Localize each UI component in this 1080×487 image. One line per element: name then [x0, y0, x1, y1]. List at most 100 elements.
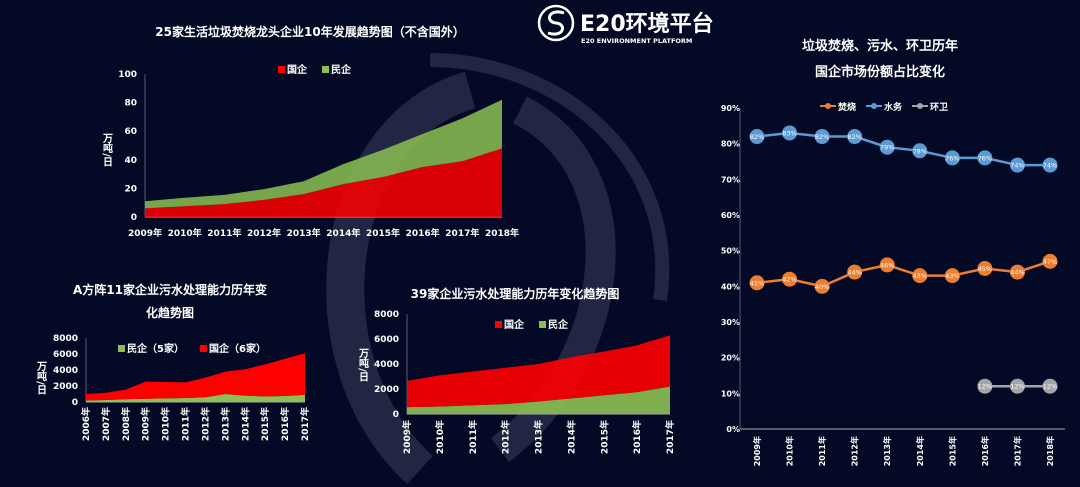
x-tick-label: 2014年	[326, 227, 360, 239]
area-private	[145, 99, 502, 209]
legend-label: 焚烧	[837, 101, 856, 113]
x-tick-label: 2011年	[180, 407, 192, 441]
x-tick-label: 2012年	[500, 420, 512, 454]
legend-swatch	[322, 66, 329, 73]
data-point	[1042, 157, 1058, 173]
y-tick-label: 10%	[721, 389, 740, 398]
x-tick-label: 2014年	[239, 407, 251, 441]
legend-label: 国企	[287, 63, 308, 76]
logo-text: E20环境平台	[580, 11, 714, 37]
area-private	[86, 394, 305, 402]
y-axis-label: 万吨/日	[35, 361, 48, 396]
x-tick-label: 2018年	[1045, 436, 1055, 466]
data-label: 43%	[945, 272, 959, 280]
y-tick-label: 50%	[721, 247, 740, 256]
x-tick-label: 2010年	[168, 227, 202, 239]
chart-title: 25家生活垃圾焚烧龙头企业10年发展趋势图（不含国外）	[155, 24, 464, 39]
x-tick-label: 2011年	[467, 420, 479, 454]
data-label: 76%	[978, 154, 992, 162]
y-tick-label: 2000	[374, 385, 399, 395]
data-label: 12%	[1010, 383, 1024, 391]
y-axis-label: 万吨/日	[357, 348, 370, 383]
data-label: 46%	[880, 261, 894, 269]
x-tick-label: 2010年	[160, 407, 172, 441]
x-tick-label: 2012年	[850, 436, 860, 466]
area-private	[407, 386, 670, 414]
y-tick-label: 20	[124, 184, 137, 194]
data-point	[749, 275, 765, 291]
x-tick-label: 2015年	[366, 227, 400, 239]
y-tick-label: 4000	[53, 366, 78, 376]
x-tick-label: 2007年	[100, 407, 112, 441]
data-point	[879, 257, 895, 273]
y-axis-label: 万吨/日	[101, 133, 114, 168]
y-tick-label: 6000	[53, 350, 78, 360]
data-label: 40%	[815, 283, 829, 291]
y-tick-label: 70%	[721, 175, 740, 184]
y-tick-label: 80%	[721, 140, 740, 149]
logo-s-icon	[547, 10, 565, 36]
x-tick-label: 2011年	[207, 227, 241, 239]
legend-swatch	[118, 345, 125, 352]
y-tick-label: 60%	[721, 211, 740, 220]
data-point	[1042, 253, 1058, 269]
data-point	[847, 129, 863, 145]
data-label: 76%	[945, 154, 959, 162]
logo-subtitle: E20 ENVIRONMENT PLATFORM	[581, 37, 692, 45]
legend-label: 环卫	[930, 102, 948, 113]
data-label: 44%	[1010, 269, 1024, 277]
data-point	[1009, 157, 1025, 173]
x-tick-label: 2017年	[1012, 436, 1022, 466]
data-point	[749, 129, 765, 145]
x-tick-label: 2008年	[120, 407, 132, 441]
data-point	[977, 150, 993, 166]
data-point	[1009, 264, 1025, 280]
data-point	[977, 378, 993, 394]
area-state	[407, 335, 670, 408]
x-tick-label: 2013年	[882, 436, 892, 466]
x-tick-label: 2016年	[406, 227, 440, 239]
data-label: 79%	[880, 144, 894, 152]
x-tick-label: 2010年	[434, 420, 446, 454]
logo: E20环境平台 E20 ENVIRONMENT PLATFORM	[537, 4, 714, 45]
y-tick-label: 8000	[53, 334, 78, 344]
x-tick-label: 2010年	[785, 436, 795, 466]
chart-title: A方阵11家企业污水处理能力历年变	[73, 282, 267, 297]
data-label: 12%	[1043, 383, 1057, 391]
area-state	[86, 353, 305, 401]
legend-label: 民企	[548, 318, 569, 331]
data-point	[814, 278, 830, 294]
x-tick-label: 2013年	[287, 227, 321, 239]
y-tick-label: 20%	[721, 354, 740, 363]
x-tick-label: 2009年	[752, 436, 762, 466]
y-tick-label: 30%	[721, 318, 740, 327]
y-tick-label: 2000	[53, 382, 78, 392]
y-tick-label: 0	[393, 410, 399, 420]
x-tick-label: 2016年	[980, 436, 990, 466]
data-label: 41%	[750, 279, 764, 287]
legend-swatch	[495, 321, 502, 328]
chart-39-enterprises-water-capacity: 39家企业污水处理能力历年变化趋势图 0 2000 4000 6000 8000 万吨/日 2…	[357, 286, 677, 454]
logo-ring-icon	[537, 4, 575, 42]
data-label: 82%	[750, 133, 764, 141]
data-point	[912, 268, 928, 284]
x-tick-label: 2017年	[664, 420, 676, 454]
x-tick-label: 2016年	[279, 407, 291, 441]
x-tick-label: 2015年	[598, 420, 610, 454]
y-tick-label: 4000	[374, 360, 399, 370]
legend-label: 民企（5家）	[127, 342, 184, 355]
x-tick-label: 2006年	[80, 407, 92, 441]
data-label: 43%	[913, 272, 927, 280]
x-tick-label: 2009年	[140, 407, 152, 441]
legend-marker	[871, 103, 877, 109]
data-point	[977, 261, 993, 276]
legend-swatch	[278, 66, 285, 73]
y-tick-label: 80	[124, 99, 137, 109]
data-point	[847, 264, 863, 280]
y-tick-label: 0	[131, 213, 137, 223]
data-point	[944, 150, 960, 166]
y-tick-label: 6000	[374, 335, 399, 345]
x-tick-label: 2014年	[565, 420, 577, 454]
x-tick-label: 2015年	[947, 436, 957, 466]
